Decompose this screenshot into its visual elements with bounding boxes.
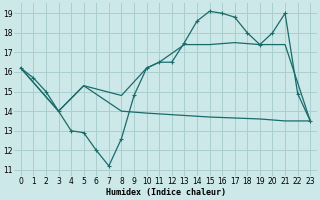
X-axis label: Humidex (Indice chaleur): Humidex (Indice chaleur) (106, 188, 226, 197)
